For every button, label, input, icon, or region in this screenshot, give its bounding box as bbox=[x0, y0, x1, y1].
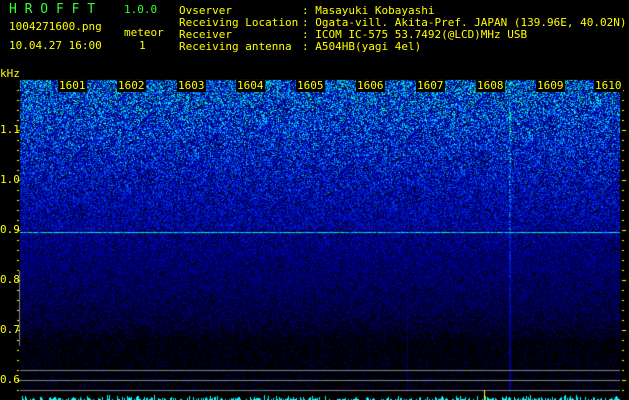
info-value-observer: : Masayuki Kobayashi bbox=[302, 4, 435, 17]
y-tick-label: 0.8 bbox=[0, 273, 20, 286]
y-axis-unit: kHz bbox=[0, 67, 20, 80]
y-tick-label: 0.9 bbox=[0, 223, 20, 236]
info-value-location: : Ogata-vill. Akita-Pref. JAPAN (139.96E… bbox=[302, 16, 627, 29]
app-name: H R O F F T bbox=[9, 2, 96, 17]
y-tick-label: 0.6 bbox=[0, 373, 20, 386]
x-tick-label: 1602 bbox=[117, 79, 146, 92]
x-tick-label: 1606 bbox=[356, 79, 385, 92]
file-name: 1004271600.png bbox=[9, 20, 102, 33]
meteor-count: 1 bbox=[139, 39, 146, 52]
meteor-label: meteor bbox=[124, 26, 164, 39]
info-value-antenna: : A504HB(yagi 4el) bbox=[302, 40, 422, 53]
x-tick-label: 1607 bbox=[416, 79, 445, 92]
x-tick-label: 1601 bbox=[58, 79, 87, 92]
x-tick-label: 1608 bbox=[476, 79, 505, 92]
info-value-receiver: : ICOM IC-575 53.7492(@LCD)MHz USB bbox=[302, 28, 528, 41]
x-tick-label: 1605 bbox=[296, 79, 325, 92]
app-version: 1.0.0 bbox=[124, 3, 158, 16]
y-tick-label: 1.0 bbox=[0, 173, 20, 186]
date-time: 10.04.27 16:00 bbox=[9, 39, 102, 52]
info-label-receiver: Receiver bbox=[179, 28, 232, 41]
x-tick-label: 1610 bbox=[594, 79, 623, 92]
x-tick-label: 1609 bbox=[536, 79, 565, 92]
info-label-location: Receiving Location bbox=[179, 16, 299, 29]
y-tick-label: 0.7 bbox=[0, 323, 20, 336]
x-tick-label: 1603 bbox=[177, 79, 206, 92]
y-tick-label: 1.1 bbox=[0, 123, 20, 136]
info-label-antenna: Receiving antenna bbox=[179, 40, 292, 53]
info-label-observer: Ovserver bbox=[179, 4, 232, 17]
x-tick-label: 1604 bbox=[236, 79, 265, 92]
